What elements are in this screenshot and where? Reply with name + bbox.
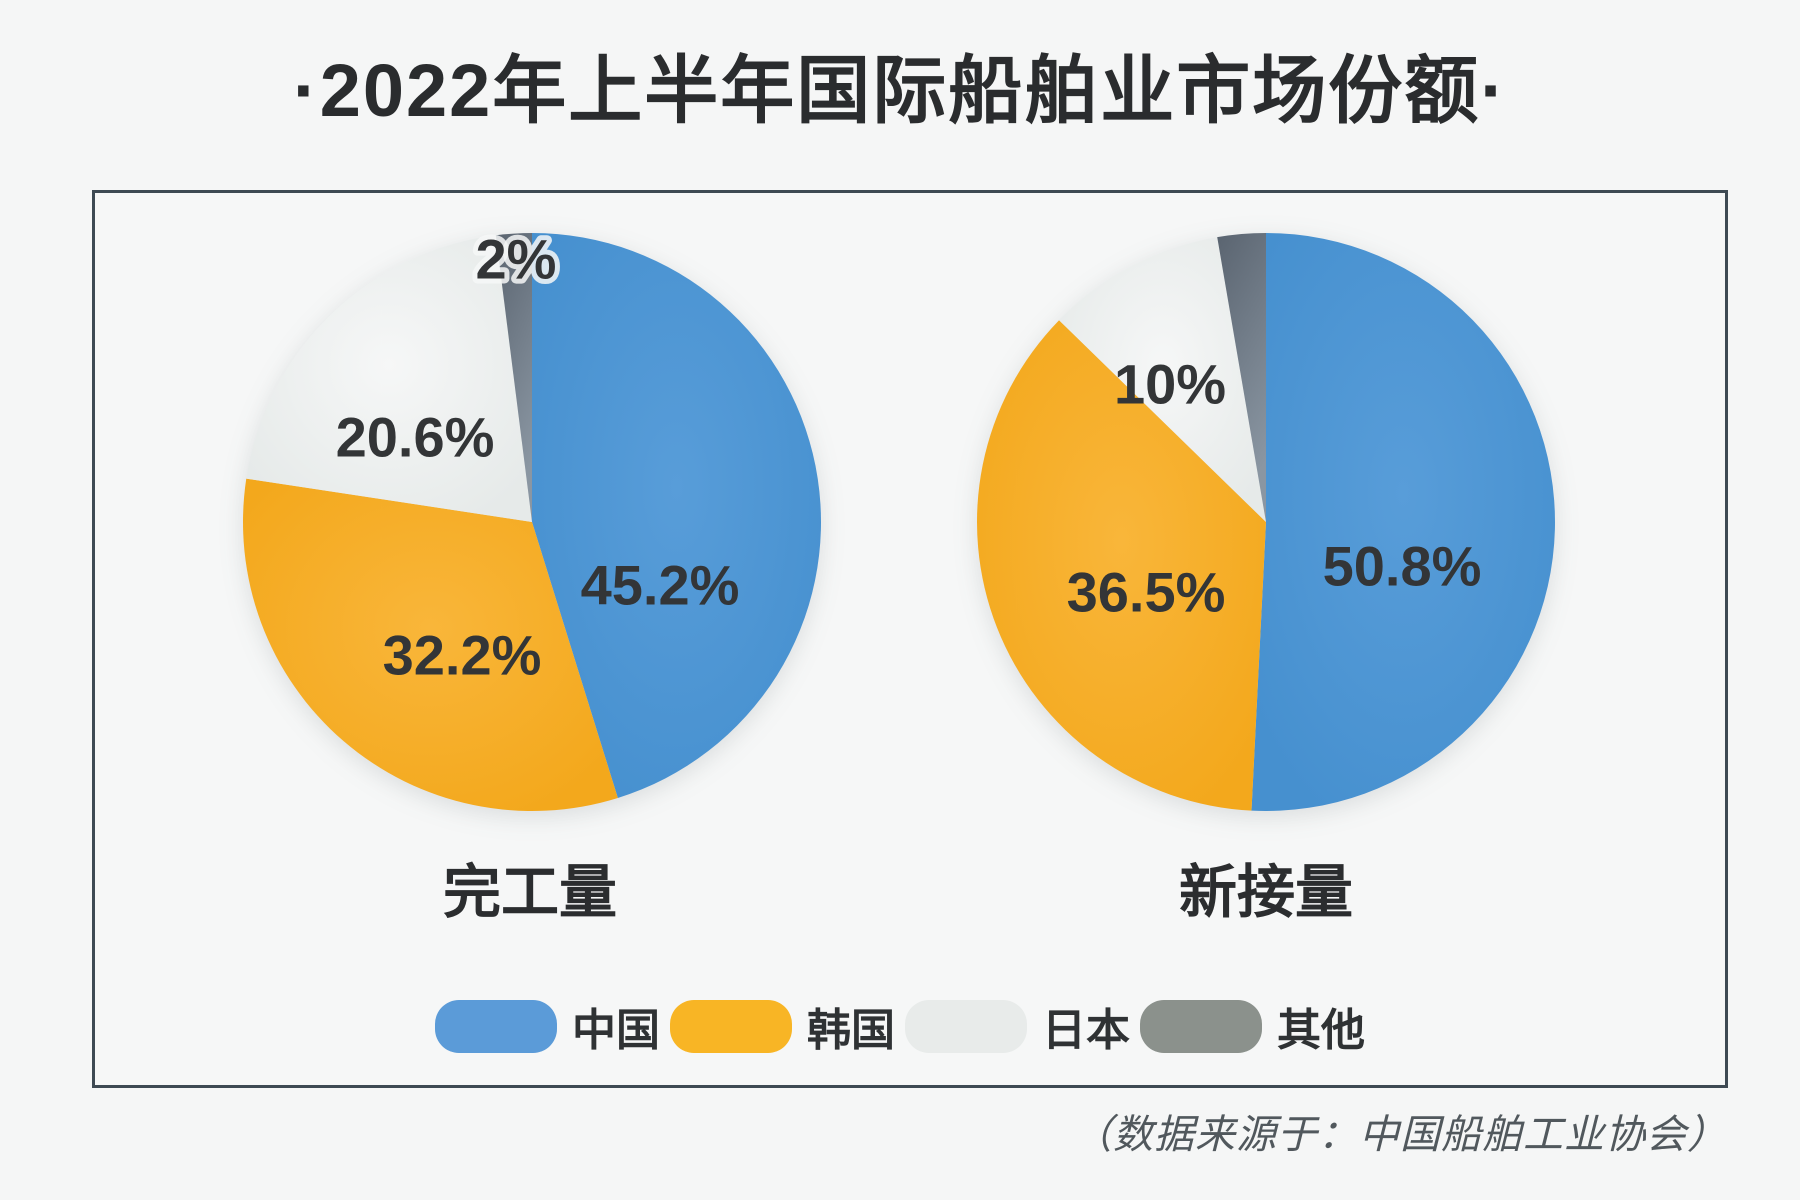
pie-0-slice-japan xyxy=(246,235,532,522)
pie-0-label-china: 45.2% xyxy=(581,554,740,617)
pie-0-label-other: 2% xyxy=(476,228,557,291)
legend-item-korea: 韩国 xyxy=(670,994,895,1058)
pie-1-label-korea: 36.5% xyxy=(1067,561,1226,624)
legend-swatch-korea xyxy=(670,999,792,1053)
legend-label-korea: 韩国 xyxy=(807,1006,895,1055)
legend-label-china: 中国 xyxy=(572,1006,660,1055)
pie-chart-completed-volume: 45.2% 32.2% 20.6% 2% xyxy=(242,223,822,812)
legend-label-other: 其他 xyxy=(1277,1006,1365,1055)
legend-item-japan: 日本 xyxy=(905,994,1130,1058)
pie-1-slice-korea xyxy=(976,320,1266,811)
pie-1-slice-other xyxy=(1217,233,1266,522)
source-note: （数据来源于：中国船舶工业协会） xyxy=(1072,1113,1728,1157)
pie-1-label-china: 50.8% xyxy=(1323,535,1482,598)
pie-chart-new-orders: 50.8% 36.5% 10% xyxy=(976,233,1555,811)
pie-caption-completed-volume: 完工量 xyxy=(442,860,618,925)
pie-0-label-korea: 32.2% xyxy=(383,624,542,687)
pie-0-label-japan: 20.6% xyxy=(336,406,495,469)
legend-label-japan: 日本 xyxy=(1042,1006,1130,1055)
page-title: ·2022年上半年国际船舶业市场份额· xyxy=(293,49,1507,132)
legend-item-china: 中国 xyxy=(435,994,660,1058)
legend-swatch-china xyxy=(435,999,557,1053)
pie-1-label-japan: 10% xyxy=(1114,353,1226,416)
pie-caption-new-orders: 新接量 xyxy=(1178,860,1354,925)
pie-0-slice-china xyxy=(532,233,822,798)
pie-1-slice-japan xyxy=(1059,237,1266,522)
legend-swatch-japan xyxy=(905,999,1027,1053)
pie-0-slice-korea xyxy=(242,478,618,812)
legend: 中国 韩国 日本 其他 xyxy=(435,994,1365,1058)
pie-0-slice-other xyxy=(495,233,532,522)
pie-1-slice-china xyxy=(1251,233,1555,811)
legend-swatch-other xyxy=(1140,999,1262,1053)
legend-item-other: 其他 xyxy=(1140,994,1365,1058)
